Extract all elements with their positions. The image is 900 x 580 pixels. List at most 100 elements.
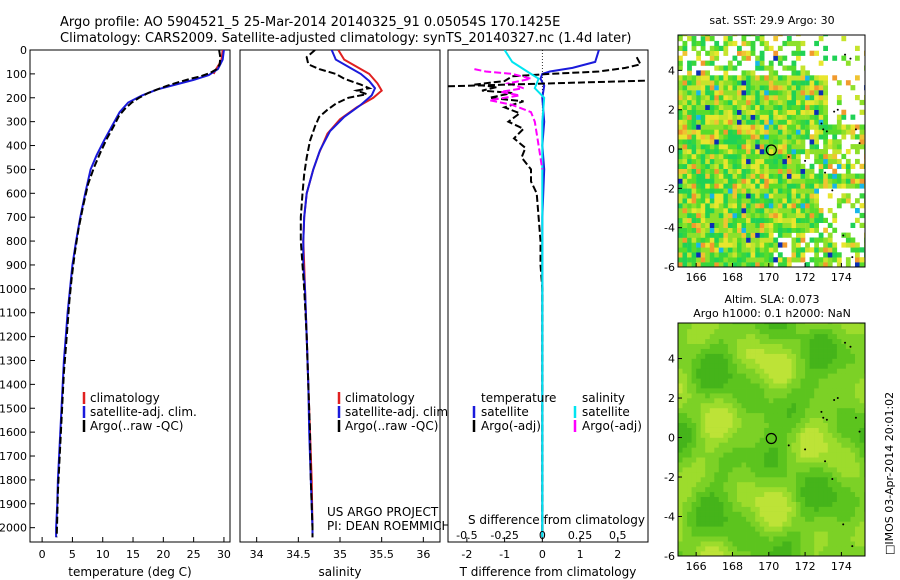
sla-cell — [732, 511, 738, 517]
sla-cell — [845, 467, 851, 473]
sla-map-frame — [677, 322, 866, 557]
sla-cell — [773, 358, 779, 364]
sla-cell — [746, 486, 751, 493]
sst-cell — [746, 70, 751, 76]
sla-cell — [696, 447, 701, 453]
sla-cell — [777, 452, 783, 458]
sla-cell — [841, 462, 847, 468]
sla-cell — [737, 338, 742, 344]
sla-cell — [727, 363, 733, 369]
sst-cell — [809, 183, 815, 189]
sla-cell — [746, 526, 751, 532]
sla-cell — [814, 398, 819, 404]
sst-cell — [700, 257, 706, 263]
sla-cell — [805, 422, 810, 428]
sla-cell — [777, 491, 783, 497]
sla-cell — [845, 526, 851, 532]
sla-cell — [759, 363, 765, 369]
sla-cell — [859, 472, 865, 478]
sst-cell — [850, 124, 856, 130]
sla-cell — [823, 541, 828, 547]
sst-cell — [678, 198, 683, 204]
sst-cell — [705, 124, 710, 130]
sst-cell — [759, 158, 765, 165]
sst-cell — [700, 129, 706, 135]
sst-cell — [755, 36, 760, 42]
sst-cell — [723, 95, 729, 101]
sla-cell — [696, 343, 701, 349]
sla-cell — [696, 368, 701, 374]
sst-cell — [741, 188, 747, 194]
sla-cell — [700, 511, 706, 517]
sla-cell — [845, 412, 851, 418]
sla-cell — [755, 467, 760, 473]
sla-cell — [859, 501, 865, 507]
sla-cell — [750, 388, 756, 394]
sst-cell — [700, 95, 706, 101]
sla-cell — [700, 472, 706, 478]
sst-cell — [773, 90, 779, 96]
sst-cell — [777, 227, 783, 233]
sst-cell — [791, 50, 797, 56]
sst-cell — [841, 198, 847, 204]
sla-cell — [714, 353, 720, 359]
sla-cell — [682, 521, 688, 527]
sla-cell — [714, 467, 720, 473]
sst-cell — [764, 242, 769, 248]
sst-cell — [741, 70, 747, 76]
sla-cell — [727, 452, 733, 458]
sst-cell — [764, 104, 769, 110]
sst-cell — [687, 198, 692, 204]
sst-cell — [796, 75, 801, 81]
sla-cell — [755, 511, 760, 517]
sla-cell — [678, 373, 683, 379]
sla-cell — [832, 393, 838, 399]
sst-cell — [709, 99, 715, 106]
sst-cell — [814, 149, 819, 155]
sla-cell — [741, 452, 747, 458]
sla-cell — [777, 324, 783, 330]
sst-cell — [800, 65, 806, 71]
sst-cell — [827, 129, 833, 135]
sst-cell — [718, 178, 724, 184]
sla-cell — [696, 398, 701, 404]
sla-cell — [809, 437, 815, 443]
sla-cell — [818, 353, 824, 359]
sla-cell — [705, 358, 710, 364]
sla-cell — [737, 472, 742, 478]
sla-cell — [746, 338, 751, 344]
sla-cell — [678, 324, 683, 330]
sla-cell — [800, 324, 806, 330]
sla-cell — [723, 353, 729, 359]
sst-cell — [687, 188, 692, 194]
sla-cell — [678, 427, 683, 433]
sla-cell — [782, 452, 788, 458]
sla-cell — [814, 383, 819, 389]
sst-cell — [782, 134, 788, 140]
sst-cell — [859, 262, 865, 267]
sst-cell — [714, 168, 720, 174]
sst-cell — [746, 114, 751, 120]
sst-cell — [791, 70, 797, 76]
sst-cell — [755, 95, 760, 101]
sla-cell — [759, 388, 765, 394]
sla-cell — [773, 427, 779, 433]
sla-cell — [805, 343, 810, 349]
sst-cell — [759, 149, 765, 155]
sla-cell — [823, 328, 828, 335]
sla-cell — [705, 491, 710, 497]
sla-cell — [859, 323, 865, 325]
sla-cell — [777, 432, 783, 438]
sst-cell — [814, 188, 819, 194]
sst-cell — [805, 95, 810, 101]
sst-cell — [764, 183, 769, 189]
sla-cell — [700, 546, 706, 552]
sst-cell — [805, 70, 810, 76]
sla-cell — [827, 324, 833, 330]
sla-cell — [746, 323, 751, 325]
sla-cell — [809, 482, 815, 488]
sst-cell — [755, 222, 760, 228]
temperature-tick-label: 30 — [217, 548, 231, 561]
sst-cell — [746, 80, 751, 86]
sla-cell — [786, 506, 792, 512]
